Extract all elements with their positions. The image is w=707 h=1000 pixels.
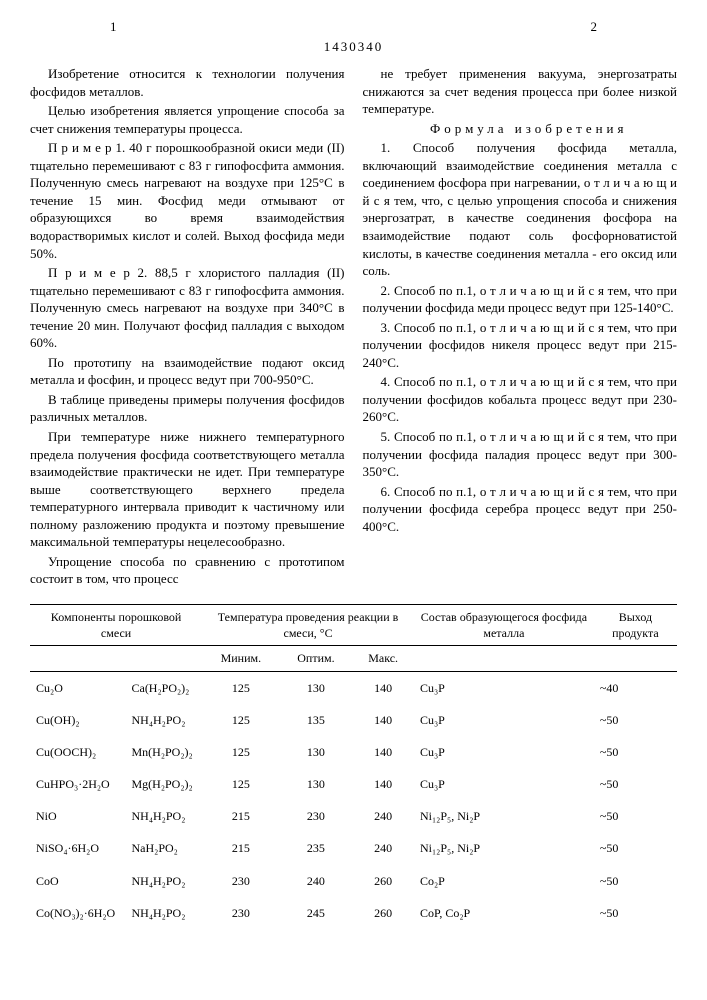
table-cell: ~50 [594,865,677,897]
formula-title: Формула изобретения [363,120,678,138]
paragraph: П р и м е р 2. 88,5 г хлористого паллади… [30,264,345,352]
table-cell: NH₄H₂PO₂ [125,800,202,832]
table-cell: NaH₂PO₂ [125,832,202,864]
table-cell: 215 [202,800,279,832]
table-cell: 230 [202,865,279,897]
paragraph: Целью изобретения является упрощение спо… [30,102,345,137]
table-cell: Ni₁₂P₅, Ni₂P [414,832,594,864]
sub-header: Оптим. [280,646,353,671]
col-header: Температура проведения реакции в смеси, … [202,604,414,645]
table-row: Cu(OH)₂NH₄H₂PO₂125135140Cu₃P~50 [30,704,677,736]
table-cell: 240 [352,800,414,832]
table-cell: NH₄H₂PO₂ [125,704,202,736]
col-header: Компоненты порошковой смеси [30,604,202,645]
table-cell: Ni₁₂P₅, Ni₂P [414,800,594,832]
table-cell: 240 [352,832,414,864]
table-cell: ~50 [594,897,677,929]
table-cell: 235 [280,832,353,864]
claim: 1. Способ получения фосфида металла, вкл… [363,139,678,279]
table-body: Cu₂OCa(H₂PO₂)₂125130140Cu₃P~40Cu(OH)₂NH₄… [30,671,677,929]
table-row: Cu(OOCH)₂Mn(H₂PO₂)₂125130140Cu₃P~50 [30,736,677,768]
table-row: Co(NO₃)₂·6H₂ONH₄H₂PO₂230245260CoP, Co₂P~… [30,897,677,929]
table-cell: 245 [280,897,353,929]
table-cell: NH₄H₂PO₂ [125,865,202,897]
paragraph: Упрощение способа по сравнению с прототи… [30,553,345,588]
table-cell: 125 [202,704,279,736]
paragraph: При температуре ниже нижнего температурн… [30,428,345,551]
table-cell: NiSO₄·6H₂O [30,832,125,864]
claim: 3. Способ по п.1, о т л и ч а ю щ и й с … [363,319,678,372]
table-cell: ~50 [594,800,677,832]
text-columns: Изобретение относится к технологии получ… [30,65,677,590]
table-cell: ~50 [594,704,677,736]
page-numbers: 1 2 [30,18,677,36]
paragraph: По прототипу на взаимодействие подают ок… [30,354,345,389]
table-cell: Cu(OOCH)₂ [30,736,125,768]
table-cell: Cu₃P [414,736,594,768]
sub-header: Миним. [202,646,279,671]
table-row: CoONH₄H₂PO₂230240260Co₂P~50 [30,865,677,897]
table-cell: CoO [30,865,125,897]
data-table: Компоненты порошковой смеси Температура … [30,604,677,929]
right-column: не требует применения вакуума, энергозат… [363,65,678,590]
table-cell: Cu₃P [414,768,594,800]
paragraph: Изобретение относится к технологии получ… [30,65,345,100]
table-row: CuHPO₃·2H₂OMg(H₂PO₂)₂125130140Cu₃P~50 [30,768,677,800]
claim: 4. Способ по п.1, о т л и ч а ю щ и й с … [363,373,678,426]
table-cell: 130 [280,671,353,704]
table-cell: 260 [352,897,414,929]
table-cell: Cu(OH)₂ [30,704,125,736]
table-row: NiSO₄·6H₂ONaH₂PO₂215235240Ni₁₂P₅, Ni₂P~5… [30,832,677,864]
patent-number: 1430340 [30,38,677,56]
table-cell: Mn(H₂PO₂)₂ [125,736,202,768]
sub-header: Макс. [352,646,414,671]
table-cell: Co(NO₃)₂·6H₂O [30,897,125,929]
table-cell: NiO [30,800,125,832]
paragraph: не требует применения вакуума, энергозат… [363,65,678,118]
table-cell: 215 [202,832,279,864]
table-cell: 125 [202,736,279,768]
table-row: Cu₂OCa(H₂PO₂)₂125130140Cu₃P~40 [30,671,677,704]
table-row: NiONH₄H₂PO₂215230240Ni₁₂P₅, Ni₂P~50 [30,800,677,832]
claim: 5. Способ по п.1, о т л и ч а ю щ и й с … [363,428,678,481]
table-cell: NH₄H₂PO₂ [125,897,202,929]
table-cell: 130 [280,736,353,768]
table-cell: Cu₃P [414,671,594,704]
table-cell: ~50 [594,832,677,864]
table-cell: 140 [352,768,414,800]
left-column: Изобретение относится к технологии получ… [30,65,345,590]
table-cell: 130 [280,768,353,800]
table-cell: Co₂P [414,865,594,897]
table-cell: 125 [202,768,279,800]
table-cell: ~50 [594,736,677,768]
table-cell: 140 [352,671,414,704]
table-cell: 140 [352,736,414,768]
table-cell: Ca(H₂PO₂)₂ [125,671,202,704]
page-num-right: 2 [591,18,598,36]
table-cell: 125 [202,671,279,704]
table-cell: ~50 [594,768,677,800]
paragraph: П р и м е р 1. 40 г порошкообразной окис… [30,139,345,262]
table-cell: CuHPO₃·2H₂O [30,768,125,800]
table-cell: 240 [280,865,353,897]
table-cell: Cu₃P [414,704,594,736]
claim: 6. Способ по п.1, о т л и ч а ю щ и й с … [363,483,678,536]
table-cell: ~40 [594,671,677,704]
table-cell: CoP, Co₂P [414,897,594,929]
table-cell: 135 [280,704,353,736]
table-cell: 260 [352,865,414,897]
paragraph: В таблице приведены примеры получения фо… [30,391,345,426]
table-cell: 230 [280,800,353,832]
table-cell: 230 [202,897,279,929]
table-cell: 140 [352,704,414,736]
page-num-left: 1 [110,18,117,36]
table-cell: Mg(H₂PO₂)₂ [125,768,202,800]
table-cell: Cu₂O [30,671,125,704]
col-header: Состав образующегося фосфида металла [414,604,594,645]
col-header: Выход продукта [594,604,677,645]
claim: 2. Способ по п.1, о т л и ч а ю щ и й с … [363,282,678,317]
